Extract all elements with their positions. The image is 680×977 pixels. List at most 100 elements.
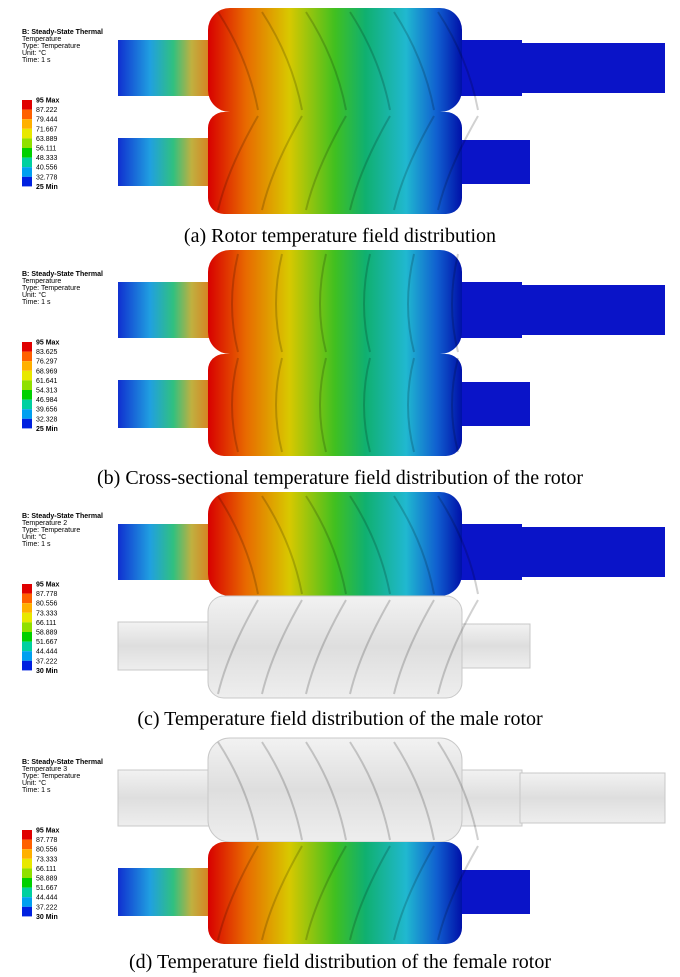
shaft [520, 527, 665, 577]
shaft [118, 380, 210, 428]
legend-label: 63.889 [36, 136, 58, 143]
legend-swatch [22, 129, 32, 139]
legend-swatch [22, 878, 32, 888]
legend-header: Temperature 3 [22, 766, 67, 773]
rotor-body [208, 354, 462, 456]
legend-header: B: Steady-State Thermal [22, 513, 103, 520]
caption: (a) Rotor temperature field distribution [184, 225, 496, 247]
legend-label: 39.656 [36, 407, 58, 414]
legend-label: 95 Max [36, 98, 59, 105]
legend-label: 44.444 [36, 649, 58, 656]
panel: B: Steady-State ThermalTemperatureType: … [22, 8, 665, 214]
legend-label: 51.667 [36, 885, 58, 892]
legend-swatch [22, 110, 32, 120]
legend-swatch [22, 642, 32, 652]
legend-swatch [22, 390, 32, 400]
legend-swatch [22, 342, 32, 352]
shaft [460, 282, 522, 338]
legend-label: 83.625 [36, 349, 58, 356]
legend-label: 80.556 [36, 847, 58, 854]
shaft [118, 524, 210, 580]
legend-label: 80.556 [36, 601, 58, 608]
legend-swatch [22, 584, 32, 594]
legend-label: 25 Min [36, 426, 58, 433]
legend-label: 30 Min [36, 668, 58, 675]
legend-label: 95 Max [36, 828, 59, 835]
caption: (c) Temperature field distribution of th… [137, 708, 543, 730]
panel: B: Steady-State ThermalTemperatureType: … [22, 250, 665, 456]
legend-swatch [22, 352, 32, 362]
legend-swatch [22, 888, 32, 898]
shaft [118, 282, 210, 338]
legend-header: Unit: °C [22, 779, 46, 787]
rotor-body [208, 596, 462, 698]
legend-swatch [22, 613, 32, 623]
legend-swatch [22, 100, 32, 110]
legend-swatch [22, 409, 32, 419]
legend-swatch [22, 419, 32, 429]
legend-label: 46.984 [36, 397, 58, 404]
rotor-body [208, 8, 462, 112]
legend-swatch [22, 380, 32, 390]
legend-label: 95 Max [36, 340, 59, 347]
legend-swatch [22, 868, 32, 878]
rotor-body [208, 250, 462, 354]
rotor-body [208, 112, 462, 214]
caption: (b) Cross-sectional temperature field di… [97, 467, 583, 489]
caption: (d) Temperature field distribution of th… [129, 951, 551, 973]
legend-label: 87.222 [36, 107, 58, 114]
rotor-body [208, 842, 462, 944]
legend-swatch [22, 158, 32, 168]
legend-label: 66.111 [36, 866, 56, 873]
legend-swatch [22, 622, 32, 632]
legend-label: 87.778 [36, 591, 58, 598]
legend-label: 44.444 [36, 895, 58, 902]
figure: (a) Rotor temperature field distribution… [0, 0, 680, 977]
legend-label: 95 Max [36, 582, 59, 589]
legend-label: 76.297 [36, 359, 58, 366]
legend-swatch [22, 840, 32, 850]
legend-swatch [22, 849, 32, 859]
shaft [118, 40, 210, 96]
legend-label: 30 Min [36, 914, 58, 921]
legend-swatch [22, 371, 32, 381]
legend-label: 56.111 [36, 146, 56, 153]
shaft [460, 382, 530, 426]
shaft [460, 140, 530, 184]
legend-label: 58.889 [36, 630, 58, 637]
legend-header: Time: 1 s [22, 787, 51, 794]
legend-swatch [22, 177, 32, 187]
legend-label: 73.333 [36, 856, 58, 863]
legend-label: 68.969 [36, 368, 58, 375]
shaft [460, 870, 530, 914]
legend-label: 51.667 [36, 639, 58, 646]
legend-header: B: Steady-State Thermal [22, 29, 103, 36]
legend-swatch [22, 651, 32, 661]
shaft [460, 524, 522, 580]
legend-header: Time: 1 s [22, 57, 51, 64]
legend-swatch [22, 661, 32, 671]
shaft [118, 622, 210, 670]
legend-header: Temperature [22, 36, 61, 43]
legend-header: Unit: °C [22, 291, 46, 299]
legend-swatch [22, 907, 32, 917]
legend-header: Temperature 2 [22, 520, 67, 527]
legend-header: Temperature [22, 278, 61, 285]
legend-header: B: Steady-State Thermal [22, 759, 103, 766]
legend-label: 71.667 [36, 126, 58, 133]
legend-header: Type: Temperature [22, 773, 80, 780]
legend-header: Type: Temperature [22, 43, 80, 50]
legend-swatch [22, 148, 32, 158]
legend-swatch [22, 400, 32, 410]
rotor-body [208, 492, 462, 596]
legend-label: 58.889 [36, 876, 58, 883]
legend-header: Unit: °C [22, 533, 46, 541]
legend-label: 79.444 [36, 117, 58, 124]
legend-label: 87.778 [36, 837, 58, 844]
shaft [460, 624, 530, 668]
legend-swatch [22, 594, 32, 604]
shaft [118, 770, 210, 826]
legend-label: 66.111 [36, 620, 56, 627]
shaft [460, 770, 522, 826]
legend-label: 32.778 [36, 174, 58, 181]
